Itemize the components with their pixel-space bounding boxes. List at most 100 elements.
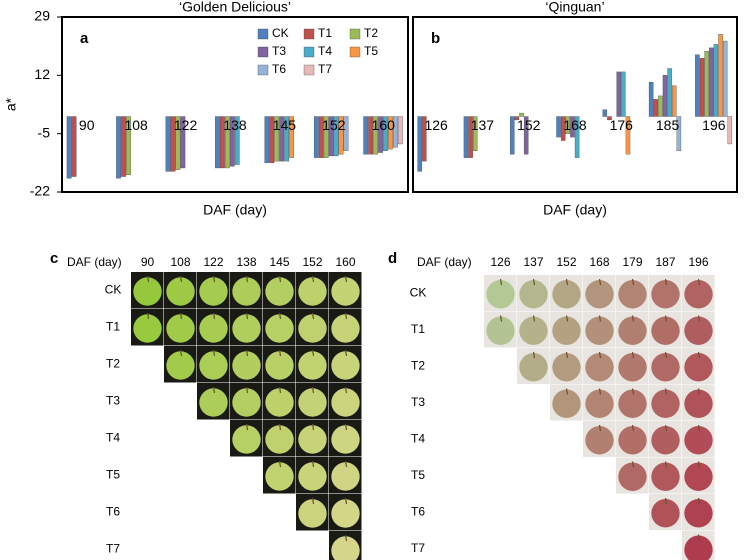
bar: [126, 116, 131, 175]
x-tick-label: 168: [563, 117, 587, 133]
apple: [265, 425, 294, 454]
bar: [468, 116, 473, 158]
apple-stem: [631, 424, 635, 432]
bar: [560, 116, 566, 141]
x-tick-label: 152: [517, 117, 541, 133]
bar: [667, 68, 672, 117]
bar: [473, 116, 478, 151]
apple-stem: [311, 460, 315, 468]
plot-frame: [61, 16, 409, 193]
apple-stem: [631, 388, 635, 395]
apple-stem: [344, 534, 348, 542]
bar: [224, 116, 230, 169]
apple-stem: [344, 497, 348, 505]
bar: [323, 116, 329, 158]
bar: [704, 51, 709, 117]
apple-stem: [245, 386, 249, 394]
apple: [133, 277, 162, 306]
apple: [265, 277, 294, 306]
row-label: T2: [411, 358, 425, 372]
apple: [651, 426, 680, 455]
apple: [585, 389, 614, 418]
bar: [523, 116, 529, 155]
apple-stem: [179, 312, 183, 320]
apple: [232, 351, 261, 380]
apple: [618, 280, 647, 309]
legend-swatch: [257, 64, 269, 76]
apple-stem: [664, 424, 668, 432]
apple-stem: [532, 351, 536, 359]
bar: [709, 47, 714, 117]
row-label: T4: [411, 431, 425, 445]
row-label: T7: [411, 541, 425, 555]
legend-label: T6: [272, 62, 286, 76]
apple: [331, 314, 360, 343]
apple: [684, 316, 713, 345]
apple: [618, 389, 647, 418]
apple: [684, 353, 713, 382]
legend-swatch: [349, 46, 361, 58]
column-label: 152: [556, 255, 576, 269]
apple-stem: [278, 312, 282, 320]
apple: [651, 389, 680, 418]
bar: [556, 116, 561, 138]
bar: [215, 116, 220, 169]
row-label: T2: [106, 357, 120, 371]
column-label: 90: [141, 255, 155, 269]
apple: [232, 388, 261, 417]
column-label: 138: [236, 255, 256, 269]
apple-stem: [146, 312, 150, 320]
apple-stem: [344, 386, 348, 394]
x-tick-label: 145: [273, 117, 297, 133]
apple-stem: [697, 388, 701, 395]
apple-stem: [598, 315, 602, 322]
y-axis-label: a*: [3, 97, 19, 111]
apple: [199, 351, 228, 380]
apple-stem: [664, 278, 668, 286]
bar: [170, 116, 176, 172]
apple: [331, 277, 360, 306]
apple-stem: [598, 424, 602, 432]
column-label: 152: [302, 255, 322, 269]
apple-stem: [499, 315, 503, 322]
bar: [676, 116, 682, 151]
panel-label: a: [80, 30, 89, 47]
bar: [397, 116, 403, 145]
apple: [552, 280, 581, 309]
bar: [318, 116, 324, 158]
bar: [274, 116, 280, 162]
bar: [279, 116, 285, 162]
row-label: T4: [106, 431, 120, 445]
row-label: CK: [410, 285, 427, 299]
bar: [363, 116, 369, 155]
apple: [684, 499, 713, 528]
apple: [486, 280, 515, 309]
apple: [331, 536, 360, 560]
bar: [66, 116, 72, 179]
apple-stem: [311, 497, 315, 505]
apple: [232, 314, 261, 343]
apple-stem: [499, 278, 503, 286]
apple-stem: [212, 275, 216, 283]
apple-stem: [311, 423, 315, 431]
bar: [71, 116, 77, 177]
bar: [658, 95, 663, 117]
x-axis-label: DAF (day): [543, 202, 607, 218]
bar: [616, 71, 621, 117]
bar: [116, 116, 121, 179]
apple-stem: [697, 315, 701, 322]
panel-label: b: [431, 30, 440, 47]
apple-stem: [664, 461, 668, 468]
axis-label: DAF (day): [67, 255, 122, 269]
legend-swatch: [257, 46, 269, 58]
apple: [684, 280, 713, 309]
bar: [220, 116, 225, 169]
apple-stem: [565, 388, 569, 395]
apple: [552, 316, 581, 345]
apple: [585, 316, 614, 345]
chart-title: ‘Qinguan’: [545, 0, 604, 15]
bar: [695, 54, 700, 117]
bar: [343, 116, 349, 151]
apple-stem: [697, 278, 701, 286]
legend-label: T2: [364, 26, 378, 40]
